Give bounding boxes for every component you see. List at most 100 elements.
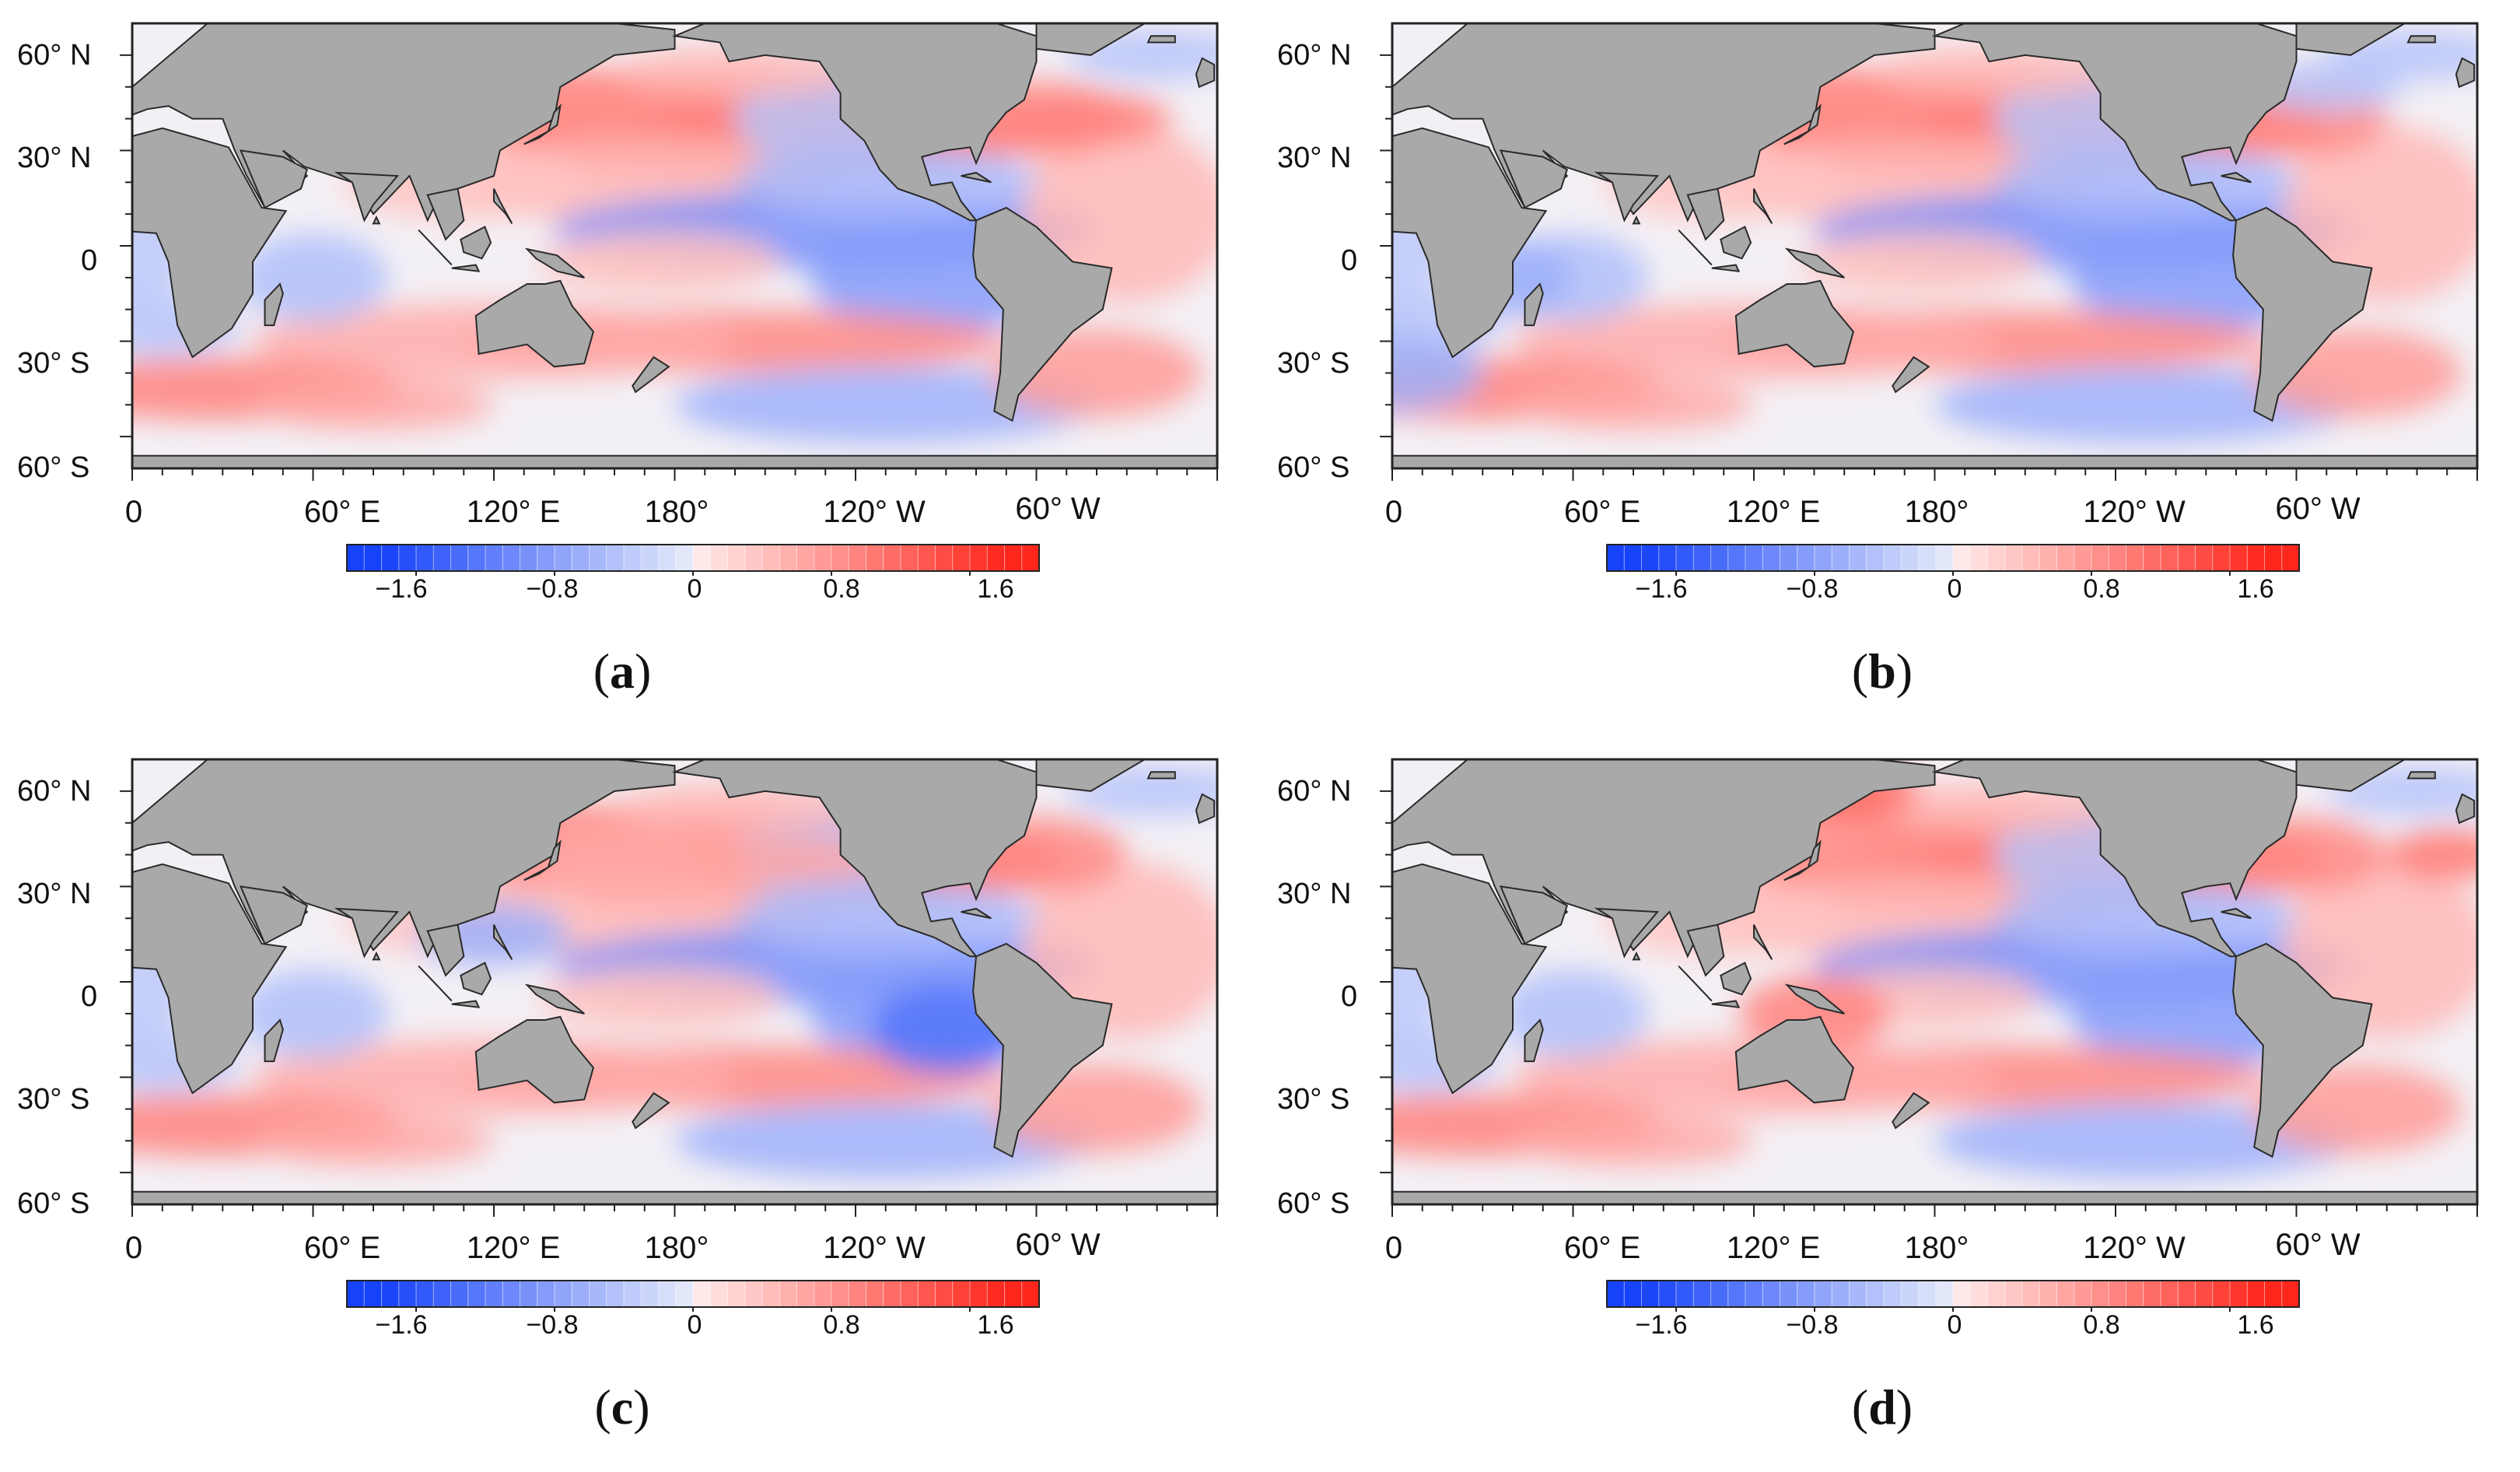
land-antarctica (132, 454, 1217, 468)
land-samerica (972, 942, 1113, 1158)
colorbar-cell (2264, 1280, 2283, 1308)
land-indochina (1686, 924, 1725, 977)
colorbar-label-neg08: −0.8 (526, 1310, 579, 1340)
colorbar-label-neg16: −1.6 (1635, 1310, 1688, 1340)
land-arabia_fix (1499, 885, 1569, 945)
map-panel-a: 60° N 30° N 0 30° S 60° S 0 60° E 120° E… (0, 0, 1260, 736)
colorbar-cell (2281, 544, 2300, 572)
x-label-120w: 120° W (823, 495, 926, 529)
colorbar-cell (2021, 1280, 2041, 1308)
caption-letter: a (610, 643, 635, 699)
colorbar-cell (1658, 1280, 1677, 1308)
colorbar-cell (1606, 544, 1626, 572)
caption-letter: b (1868, 643, 1896, 699)
colorbar-cell (2195, 1280, 2214, 1308)
land-samerica (2232, 206, 2373, 422)
anomaly-blob (539, 230, 781, 294)
y-label-30n: 30° N (1277, 878, 1352, 910)
colorbar-cell (814, 1280, 832, 1308)
colorbar-cell (848, 1280, 867, 1308)
colorbar-cell (1623, 1280, 1643, 1308)
colorbar-cell (744, 544, 763, 572)
colorbar-cell (554, 1280, 573, 1308)
anomaly-blob (253, 1115, 494, 1166)
colorbar-cell (623, 1280, 642, 1308)
anomaly-blob (1513, 379, 1754, 430)
land-australia (474, 1015, 595, 1104)
map-svg (120, 22, 1219, 576)
colorbar-cell (709, 544, 729, 572)
land-iceland (2406, 35, 2436, 44)
colorbar-cell (796, 1280, 815, 1308)
colorbar-label-0: 0 (1947, 574, 1962, 604)
colorbar-cell (2246, 544, 2266, 572)
colorbar-cell (848, 544, 867, 572)
axis-ticks (1380, 790, 2478, 1217)
colorbar-cell (1004, 1280, 1023, 1308)
land-africa (132, 863, 288, 1095)
colorbar-cell (640, 1280, 660, 1308)
colorbar-cell (2039, 1280, 2058, 1308)
colorbar-cell (692, 544, 712, 572)
colorbar-label-16: 1.6 (2237, 1310, 2274, 1340)
colorbar-cell (485, 1280, 504, 1308)
colorbar-cell (606, 544, 625, 572)
colorbar-cell (969, 1280, 989, 1308)
x-label-60w: 60° W (2275, 1228, 2361, 1262)
colorbar-cell (917, 544, 936, 572)
y-label-60s: 60° S (1277, 1187, 1350, 1220)
colorbar-cell (606, 1280, 625, 1308)
land-greenland (1035, 23, 1146, 56)
colorbar-cell (1021, 544, 1040, 572)
land-uk (1195, 793, 1216, 825)
colorbar-cell (1952, 1280, 1972, 1308)
colorbar-cell (814, 544, 832, 572)
colorbar-cell (467, 544, 486, 572)
colorbar-cell (1004, 544, 1023, 572)
colorbar-label-08: 0.8 (823, 574, 860, 604)
land-japan (1783, 103, 1822, 145)
colorbar-cell (1866, 1280, 1885, 1308)
anomaly-blob (1934, 366, 2357, 443)
colorbar-cell (2126, 1280, 2144, 1308)
colorbar (346, 1280, 1040, 1312)
colorbar-cell (1831, 544, 1850, 572)
land-nz (632, 356, 670, 394)
colorbar-cell (744, 1280, 763, 1308)
colorbar-cell (900, 1280, 919, 1308)
caption-close-paren: ) (633, 1379, 650, 1435)
colorbar-cell (2246, 1280, 2266, 1308)
colorbar-cell (1641, 544, 1660, 572)
y-label-30s: 30° S (17, 1083, 90, 1116)
y-label-30s: 30° S (17, 347, 90, 380)
colorbar-cell (485, 544, 504, 572)
colorbar-cell (1641, 1280, 1660, 1308)
land-srilanka (1632, 951, 1641, 961)
colorbar-cell (1883, 1280, 1902, 1308)
anomaly-blob (1392, 335, 1483, 412)
land-indonesia2 (1711, 1000, 1741, 1008)
colorbar-cell (883, 544, 901, 572)
land-greenland (2295, 23, 2406, 56)
colorbar-cell (658, 1280, 677, 1308)
land-iceland (2406, 771, 2436, 780)
axis-ticks (1380, 54, 2478, 481)
x-label-120w: 120° W (2083, 495, 2186, 529)
colorbar-cell (2004, 1280, 2023, 1308)
colorbar-cell (779, 544, 798, 572)
colorbar-cell (432, 544, 452, 572)
colorbar-cell (1952, 544, 1972, 572)
land-australia (474, 279, 595, 368)
colorbar-cell (1849, 544, 1867, 572)
x-label-180: 180° (644, 1231, 709, 1265)
caption-close-paren: ) (1895, 1379, 1913, 1435)
x-label-120e: 120° E (466, 495, 561, 529)
panel-caption: (a) (593, 643, 652, 700)
colorbar-cell (398, 544, 417, 572)
land-masses (1392, 759, 2477, 1204)
land-newguinea (1784, 247, 1845, 279)
land-uk (2455, 793, 2476, 825)
land-madagascar (264, 282, 284, 327)
land-borneo (1720, 226, 1752, 260)
colorbar-cell (537, 544, 555, 572)
